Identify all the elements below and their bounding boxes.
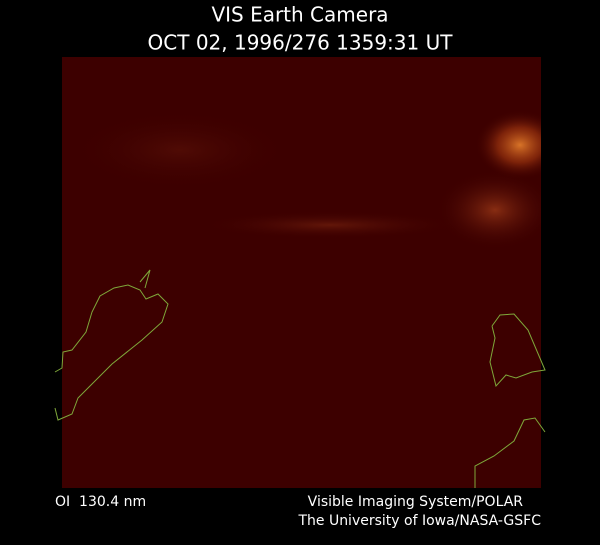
image-subtitle: OCT 02, 1996/276 1359:31 UT [148, 31, 454, 55]
coastline [54, 284, 169, 421]
wavelength-label: OI 130.4 nm [55, 494, 146, 510]
credit-line: The University of Iowa/NASA-GSFC [297, 513, 541, 529]
camera-image [62, 57, 541, 488]
coastline [139, 269, 151, 289]
aurora-glow [475, 110, 541, 180]
aurora-glow [435, 170, 541, 250]
image-title: VIS Earth Camera [211, 3, 388, 27]
credit-line: Visible Imaging System/POLAR [308, 494, 524, 510]
coastline [489, 313, 546, 388]
aurora-arc [200, 211, 460, 239]
coastline [474, 417, 546, 488]
aurora-arc [70, 110, 290, 190]
